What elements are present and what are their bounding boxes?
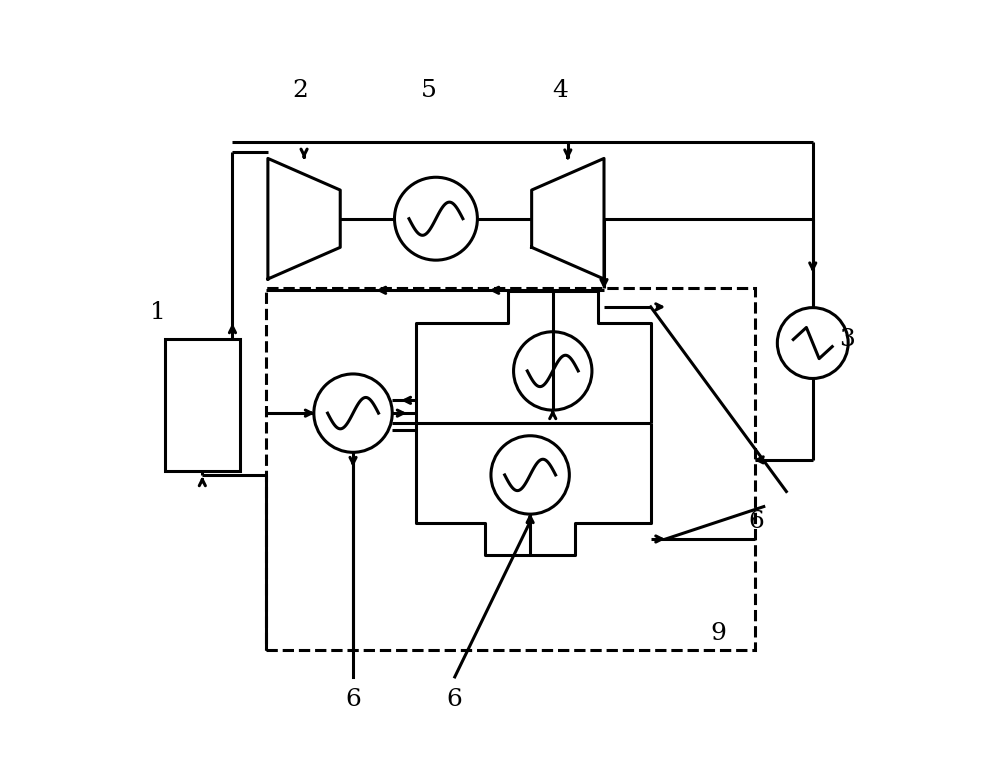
Text: 2: 2 <box>292 79 308 102</box>
Text: 5: 5 <box>420 79 436 102</box>
Text: 4: 4 <box>552 79 568 102</box>
Bar <box>266 288 755 650</box>
Text: 3: 3 <box>839 328 855 351</box>
Text: 6: 6 <box>345 688 361 711</box>
Text: 6: 6 <box>447 688 463 711</box>
Text: 9: 9 <box>711 621 726 644</box>
Text: 1: 1 <box>150 301 166 325</box>
Bar <box>165 339 240 471</box>
Text: 6: 6 <box>748 510 764 533</box>
